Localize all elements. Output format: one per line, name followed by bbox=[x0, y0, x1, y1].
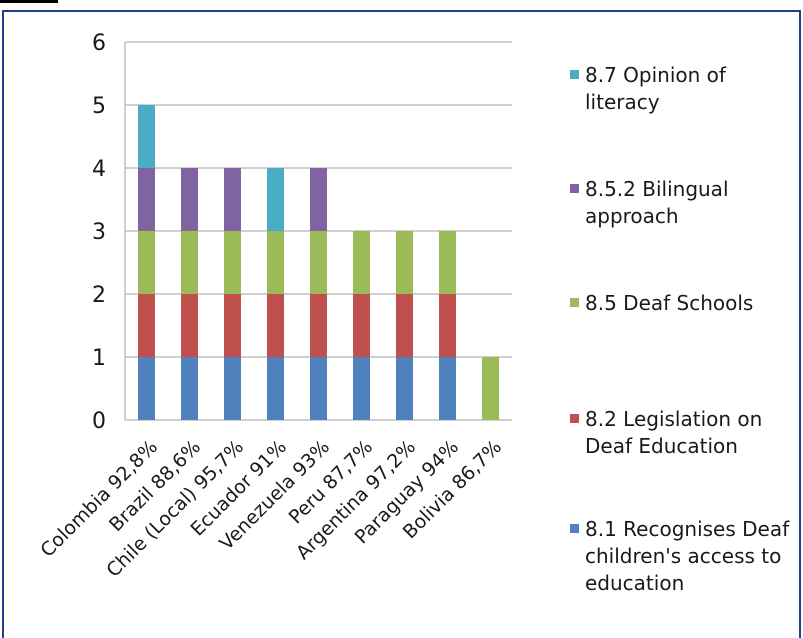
bar-segment bbox=[310, 294, 327, 357]
legend-item: 8.2 Legislation on Deaf Education bbox=[570, 406, 800, 460]
bar-segment bbox=[181, 168, 198, 231]
legend-swatch bbox=[570, 70, 579, 79]
y-tick-label: 1 bbox=[92, 346, 106, 371]
bars bbox=[138, 105, 499, 420]
legend-item: 8.7 Opinion of literacy bbox=[570, 62, 800, 116]
legend-label: 8.5 Deaf Schools bbox=[585, 291, 754, 315]
bar-segment bbox=[439, 294, 456, 357]
y-tick-label: 6 bbox=[92, 31, 106, 56]
y-tick-label: 2 bbox=[92, 283, 106, 308]
bar-segment bbox=[396, 294, 413, 357]
bar-segment bbox=[353, 231, 370, 294]
legend-swatch bbox=[570, 298, 579, 307]
bar-segment bbox=[310, 357, 327, 420]
legend-item: 8.1 Recognises Deaf children's access to… bbox=[570, 516, 800, 597]
y-tick-label: 4 bbox=[92, 157, 106, 182]
legend-label: 8.5.2 Bilingual approach bbox=[585, 177, 729, 228]
bar-segment bbox=[181, 294, 198, 357]
legend-item: 8.5 Deaf Schools bbox=[570, 290, 800, 317]
bar-segment bbox=[138, 231, 155, 294]
bar-segment bbox=[310, 231, 327, 294]
bar-segment bbox=[224, 357, 241, 420]
bar-segment bbox=[310, 168, 327, 231]
bar-segment bbox=[439, 231, 456, 294]
legend-label: 8.7 Opinion of literacy bbox=[585, 63, 726, 114]
bar-segment bbox=[224, 231, 241, 294]
legend-swatch bbox=[570, 184, 579, 193]
bar-segment bbox=[396, 231, 413, 294]
bar-segment bbox=[224, 168, 241, 231]
bar-segment bbox=[267, 294, 284, 357]
bar-segment bbox=[181, 357, 198, 420]
bar-segment bbox=[267, 168, 284, 231]
bar-segment bbox=[353, 294, 370, 357]
x-axis-categories: Colombia 92,8%Brazil 88,6%Chile (Local) … bbox=[36, 436, 506, 582]
bar-segment bbox=[396, 357, 413, 420]
bar-segment bbox=[267, 357, 284, 420]
legend: 8.7 Opinion of literacy 8.5.2 Bilingual a… bbox=[570, 0, 800, 632]
y-tick-label: 0 bbox=[92, 409, 106, 434]
y-tick-label: 3 bbox=[92, 220, 106, 245]
bar-segment bbox=[138, 105, 155, 168]
bar-segment bbox=[439, 357, 456, 420]
y-axis-ticks: 0 1 2 3 4 5 6 bbox=[92, 31, 106, 434]
y-tick-label: 5 bbox=[92, 94, 106, 119]
bar-segment bbox=[353, 357, 370, 420]
legend-label: 8.1 Recognises Deaf children's access to… bbox=[585, 517, 790, 595]
bar-segment bbox=[138, 357, 155, 420]
bar-segment bbox=[138, 168, 155, 231]
legend-swatch bbox=[570, 524, 579, 533]
bar-segment bbox=[267, 231, 284, 294]
top-edge-strip bbox=[0, 0, 58, 3]
legend-item: 8.5.2 Bilingual approach bbox=[570, 176, 800, 230]
bar-segment bbox=[224, 294, 241, 357]
legend-swatch bbox=[570, 414, 579, 423]
legend-label: 8.2 Legislation on Deaf Education bbox=[585, 407, 763, 458]
bar-segment bbox=[138, 294, 155, 357]
bar-segment bbox=[181, 231, 198, 294]
bar-segment bbox=[482, 357, 499, 420]
